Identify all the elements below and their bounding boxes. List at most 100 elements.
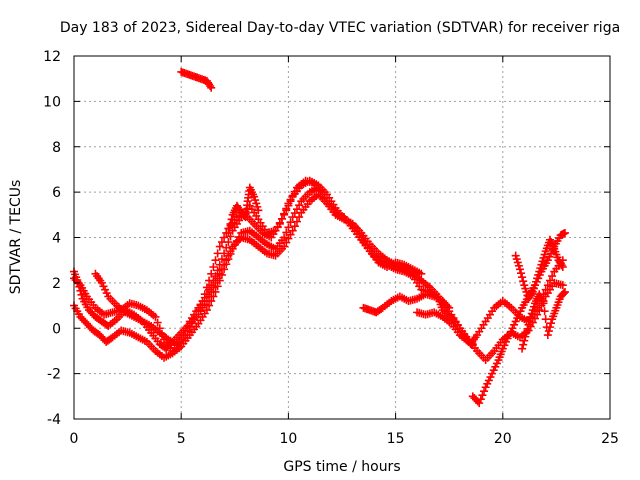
data-point bbox=[207, 297, 216, 306]
data-point bbox=[217, 238, 226, 247]
data-point bbox=[543, 331, 552, 340]
data-point bbox=[478, 391, 487, 400]
data-point bbox=[445, 303, 454, 312]
data-point bbox=[557, 261, 566, 270]
y-tick-label: 0 bbox=[52, 321, 61, 337]
data-point bbox=[213, 249, 222, 258]
data-point bbox=[217, 255, 226, 264]
data-point bbox=[280, 233, 289, 242]
data-point bbox=[277, 214, 286, 223]
data-point bbox=[275, 219, 284, 228]
data-point bbox=[213, 266, 222, 275]
data-point bbox=[543, 281, 552, 290]
y-tick-label: 8 bbox=[52, 140, 61, 156]
y-tick-label: 4 bbox=[52, 231, 61, 247]
y-tick-label: 6 bbox=[52, 185, 61, 201]
data-point bbox=[192, 310, 201, 319]
x-axis-label: GPS time / hours bbox=[283, 459, 400, 475]
data-point bbox=[286, 218, 295, 227]
data-point bbox=[518, 344, 527, 353]
x-tick-label: 5 bbox=[177, 431, 186, 447]
data-point bbox=[524, 320, 533, 329]
data-point bbox=[207, 83, 216, 92]
data-point bbox=[523, 324, 532, 333]
data-point bbox=[288, 226, 297, 235]
data-point bbox=[545, 276, 554, 285]
data-point bbox=[217, 270, 226, 279]
data-point bbox=[226, 219, 235, 228]
series-trace-j bbox=[177, 67, 216, 92]
data-point bbox=[211, 256, 220, 265]
data-point bbox=[206, 82, 215, 91]
data-point bbox=[190, 315, 199, 324]
y-tick-label: 10 bbox=[43, 94, 61, 110]
data-point bbox=[515, 265, 524, 274]
x-tick-label: 0 bbox=[70, 431, 79, 447]
data-point bbox=[290, 222, 299, 231]
data-point bbox=[213, 282, 222, 291]
data-point bbox=[558, 281, 567, 290]
data-point bbox=[517, 269, 526, 278]
data-point bbox=[280, 209, 289, 218]
y-axis-label: SDTVAR / TECUs bbox=[8, 180, 24, 295]
data-point bbox=[475, 399, 484, 408]
data-point bbox=[547, 319, 556, 328]
data-point bbox=[522, 328, 531, 337]
grid bbox=[74, 56, 610, 419]
x-tick-label: 25 bbox=[601, 431, 619, 447]
data-point bbox=[194, 306, 203, 315]
data-point bbox=[227, 215, 236, 224]
data-point bbox=[318, 188, 327, 197]
data-point bbox=[558, 262, 567, 271]
data-point bbox=[74, 279, 83, 288]
chart-title: Day 183 of 2023, Sidereal Day-to-day VTE… bbox=[60, 20, 620, 36]
series-trace-k bbox=[224, 183, 263, 237]
data-point bbox=[151, 312, 160, 321]
data-point bbox=[559, 289, 568, 298]
data-point bbox=[209, 262, 218, 271]
data-point bbox=[209, 292, 218, 301]
data-point bbox=[225, 224, 234, 233]
data-point bbox=[254, 206, 263, 215]
data-point bbox=[202, 283, 211, 292]
x-tick-label: 15 bbox=[387, 431, 405, 447]
data-point bbox=[220, 265, 229, 274]
data-point bbox=[202, 306, 211, 315]
data-point bbox=[527, 289, 536, 298]
data-point bbox=[282, 228, 291, 237]
data-point bbox=[520, 336, 529, 345]
data-point bbox=[205, 276, 214, 285]
series-trace-d bbox=[91, 176, 327, 349]
data-point bbox=[544, 327, 553, 336]
data-point bbox=[215, 242, 224, 251]
data-point bbox=[468, 340, 477, 349]
data-point bbox=[215, 260, 224, 269]
data-point bbox=[211, 272, 220, 281]
data-point bbox=[560, 228, 569, 237]
data-point bbox=[211, 287, 220, 296]
data-point bbox=[224, 228, 233, 237]
data-point bbox=[443, 302, 452, 311]
data-point bbox=[200, 290, 209, 299]
data-point bbox=[207, 269, 216, 278]
data-point bbox=[207, 281, 216, 290]
series-trace-f bbox=[413, 308, 477, 349]
data-point bbox=[548, 272, 557, 281]
data-point bbox=[533, 310, 542, 319]
data-point bbox=[153, 318, 162, 327]
data-point bbox=[540, 307, 549, 316]
data-point bbox=[205, 301, 214, 310]
y-tick-label: -4 bbox=[47, 412, 61, 428]
data-point bbox=[196, 301, 205, 310]
axis-ticks: 0 5 10 15 20 25 -4 -2 0 2 4 6 8 10 12 bbox=[43, 49, 619, 447]
data-point bbox=[539, 299, 548, 308]
y-tick-label: 2 bbox=[52, 276, 61, 292]
data-point bbox=[284, 223, 293, 232]
x-tick-label: 20 bbox=[494, 431, 512, 447]
data-point bbox=[220, 233, 229, 242]
data-point bbox=[198, 297, 207, 306]
series-trace-i bbox=[511, 235, 567, 303]
series-trace-h bbox=[518, 287, 569, 353]
data-points bbox=[70, 67, 569, 408]
